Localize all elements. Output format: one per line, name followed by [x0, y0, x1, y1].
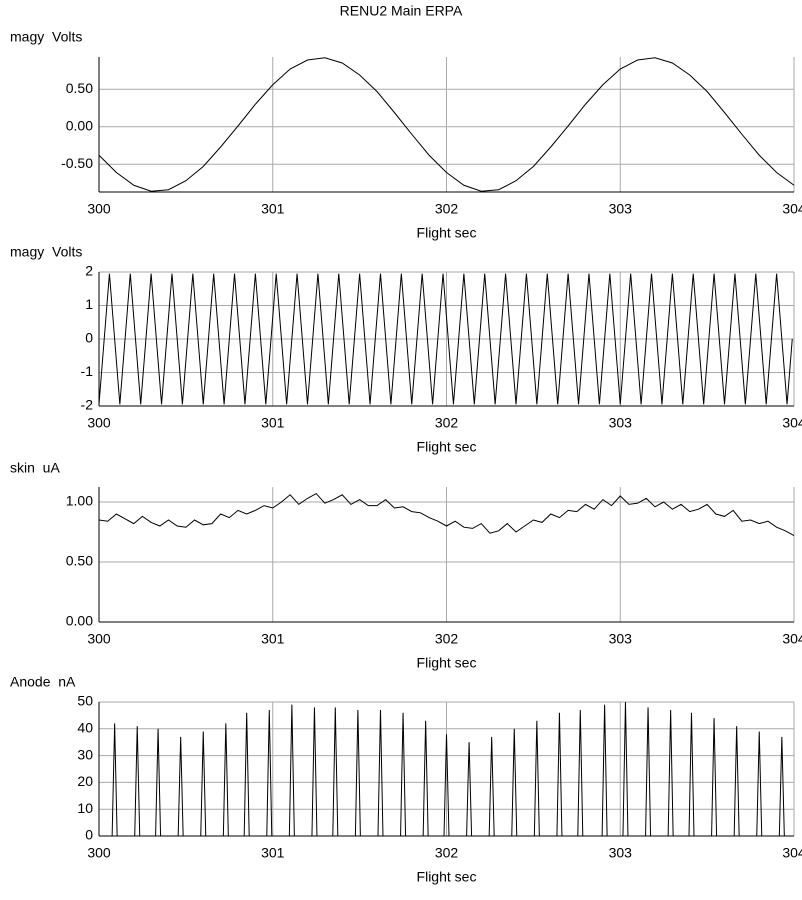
spike — [155, 728, 162, 837]
data-line — [98, 273, 793, 405]
spike — [756, 731, 763, 837]
spike — [443, 734, 450, 837]
y-tick-label: 0 — [85, 827, 93, 843]
y-tick-label: 10 — [77, 800, 93, 816]
spike — [488, 736, 495, 837]
spike — [667, 710, 674, 837]
spike — [111, 723, 118, 837]
x-tick-label: 303 — [609, 631, 633, 647]
y-tick-label: 0 — [85, 330, 93, 346]
x-tick-label: 300 — [87, 631, 111, 647]
y-tick-label: 2 — [85, 263, 93, 279]
x-tick-label: 300 — [87, 845, 111, 861]
y-axis-label: Anode nA — [10, 674, 76, 690]
data-line — [98, 57, 795, 192]
x-tick-label: 304 — [782, 415, 802, 431]
x-axis-label: Flight sec — [417, 225, 477, 241]
x-tick-label: 302 — [435, 415, 459, 431]
spike — [311, 707, 318, 837]
y-tick-label: 1 — [85, 296, 93, 312]
page-title: RENU2 Main ERPA — [340, 3, 463, 19]
spike — [622, 701, 629, 837]
x-tick-label: 301 — [261, 845, 285, 861]
x-tick-label: 301 — [261, 201, 285, 217]
spike — [222, 723, 229, 837]
x-tick-label: 304 — [782, 845, 802, 861]
spike — [778, 736, 785, 837]
y-tick-label: -1 — [81, 363, 94, 379]
spike — [733, 726, 740, 837]
y-tick-label: 30 — [77, 746, 93, 762]
spike — [134, 726, 141, 837]
spike — [556, 712, 563, 837]
x-tick-label: 303 — [609, 845, 633, 861]
x-tick-label: 300 — [87, 415, 111, 431]
y-tick-label: 0.00 — [66, 613, 93, 629]
spike — [354, 710, 361, 837]
x-tick-label: 304 — [782, 631, 802, 647]
x-axis-label: Flight sec — [417, 869, 477, 885]
spike — [400, 712, 407, 837]
y-axis-label: magy Volts — [10, 244, 82, 260]
x-tick-label: 302 — [435, 845, 459, 861]
y-tick-label: 50 — [77, 693, 93, 709]
spike — [288, 704, 295, 837]
y-tick-label: 0.50 — [66, 553, 93, 569]
x-tick-label: 301 — [261, 415, 285, 431]
x-tick-label: 300 — [87, 201, 111, 217]
y-tick-label: 0.00 — [66, 117, 93, 133]
spike — [177, 736, 184, 837]
x-tick-label: 304 — [782, 201, 802, 217]
spike — [200, 731, 207, 837]
spike — [377, 710, 384, 837]
spike — [511, 728, 518, 837]
spike — [243, 712, 250, 837]
spike — [711, 718, 718, 837]
y-tick-label: 40 — [77, 720, 93, 736]
y-tick-label: -0.50 — [61, 155, 93, 171]
x-tick-label: 302 — [435, 631, 459, 647]
x-tick-label: 302 — [435, 201, 459, 217]
spike — [645, 707, 652, 837]
y-tick-label: 20 — [77, 773, 93, 789]
data-line — [98, 492, 795, 537]
y-tick-label: 1.00 — [66, 493, 93, 509]
y-axis-label: skin uA — [10, 460, 60, 476]
x-tick-label: 303 — [609, 415, 633, 431]
x-axis-label: Flight sec — [417, 655, 477, 671]
spike — [577, 710, 584, 837]
x-axis-label: Flight sec — [417, 439, 477, 455]
spike — [422, 720, 429, 837]
x-tick-label: 301 — [261, 631, 285, 647]
spike — [266, 710, 273, 837]
spike — [332, 707, 339, 837]
spike — [601, 704, 608, 837]
y-tick-label: -2 — [81, 397, 94, 413]
spike — [688, 712, 695, 837]
y-axis-label: magy Volts — [10, 29, 82, 45]
x-tick-label: 303 — [609, 201, 633, 217]
spike — [466, 742, 473, 837]
spike — [533, 720, 540, 837]
y-tick-label: 0.50 — [66, 80, 93, 96]
